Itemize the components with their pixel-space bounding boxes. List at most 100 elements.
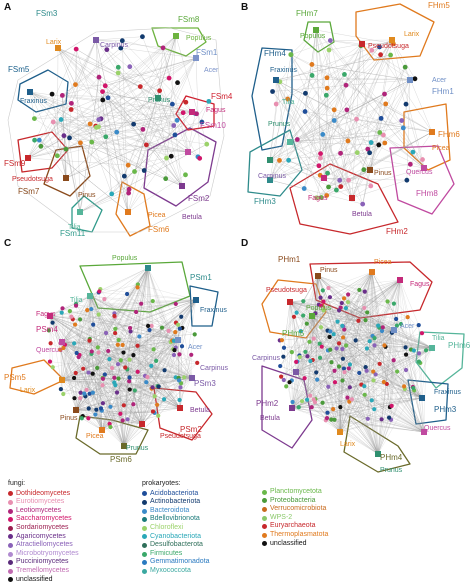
legend-item: Saccharomycetes — [8, 515, 79, 524]
legend-item: Planctomycetota — [262, 488, 328, 497]
taxon-node — [173, 133, 178, 138]
taxon-node — [60, 93, 65, 98]
taxon-node — [406, 315, 410, 319]
taxon-node — [62, 133, 67, 138]
legend-swatch — [142, 491, 147, 496]
panel-letter: B — [241, 2, 248, 13]
taxon-node — [112, 314, 116, 318]
taxon-node — [118, 412, 122, 416]
legend-swatch — [262, 524, 267, 529]
module-label: FSm6 — [148, 225, 170, 234]
taxon-node — [337, 364, 341, 368]
legend-swatch — [142, 500, 147, 505]
taxon-node — [81, 367, 85, 371]
taxon-node — [89, 140, 94, 145]
taxon-node — [133, 388, 137, 392]
legend-swatch — [262, 541, 267, 546]
taxon-node — [177, 398, 181, 402]
hub-label: Tilia — [432, 335, 445, 342]
hub-tilia — [77, 209, 83, 215]
taxon-node — [88, 122, 93, 127]
taxon-node — [135, 344, 139, 348]
hub-carpinus — [93, 37, 99, 43]
hub-betula — [179, 183, 185, 189]
edge — [166, 158, 182, 186]
legend-label: Thermoplasmatota — [270, 531, 328, 540]
taxon-node — [317, 163, 322, 168]
taxon-node — [365, 346, 369, 350]
hub-larix — [389, 37, 395, 43]
legend-swatch — [8, 552, 13, 557]
taxon-node — [104, 331, 108, 335]
taxon-node — [368, 184, 373, 189]
taxon-node — [72, 376, 76, 380]
taxon-node — [355, 150, 360, 155]
taxon-node — [367, 150, 372, 155]
taxon-node — [77, 355, 81, 359]
taxon-node — [307, 340, 311, 344]
taxon-node — [160, 326, 164, 330]
taxon-node — [357, 371, 361, 375]
hub-label: Tilia — [282, 99, 295, 106]
taxon-node — [284, 384, 288, 388]
taxon-node — [84, 388, 88, 392]
taxon-node — [310, 405, 314, 409]
legend-label: Actinobacteriota — [150, 498, 200, 507]
taxon-node — [408, 162, 413, 167]
taxon-node — [294, 360, 298, 364]
taxon-node — [82, 391, 86, 395]
taxon-node — [49, 341, 53, 345]
legend-item: Tremellomycetes — [8, 567, 79, 576]
taxon-node — [354, 117, 359, 122]
taxon-node — [369, 140, 374, 145]
legend-swatch — [8, 577, 13, 582]
legend-item: Bdellovibrionota — [142, 515, 210, 524]
legend-swatch — [8, 534, 13, 539]
taxon-node — [399, 118, 404, 123]
legend-label: Bacteroidota — [150, 507, 189, 516]
taxon-node — [274, 102, 279, 107]
taxon-node — [170, 102, 175, 107]
hub-label: Fagus — [308, 195, 328, 202]
taxon-node — [376, 143, 381, 148]
module-label: FSm5 — [8, 65, 30, 74]
taxon-node — [108, 425, 112, 429]
hub-pseudotsuga — [139, 421, 145, 427]
taxon-node — [374, 372, 378, 376]
taxon-node — [95, 366, 99, 370]
taxon-node — [78, 396, 82, 400]
module-label: FSm9 — [4, 159, 26, 168]
taxon-node — [145, 375, 149, 379]
taxon-node — [162, 368, 166, 372]
taxon-node — [154, 359, 158, 363]
taxon-node — [97, 289, 101, 293]
legend-label: Chloroflexi — [150, 524, 183, 533]
taxon-node — [328, 348, 332, 352]
legend-item: Pucciniomycetes — [8, 558, 79, 567]
taxon-node — [132, 169, 137, 174]
hub-label: Fagus — [410, 281, 430, 288]
module-label: PHm3 — [434, 405, 457, 414]
taxon-node — [332, 369, 336, 373]
taxon-node — [178, 327, 182, 331]
module-label: FSm10 — [200, 121, 226, 130]
edge — [169, 36, 176, 78]
taxon-node — [395, 369, 399, 373]
taxon-node — [385, 299, 389, 303]
taxon-node — [332, 107, 337, 112]
taxon-node — [361, 167, 366, 172]
hub-fraxinus — [273, 77, 279, 83]
hub-label: Populus — [300, 33, 326, 40]
taxon-node — [326, 385, 330, 389]
taxon-node — [324, 93, 329, 98]
taxon-node — [121, 350, 125, 354]
taxon-node — [417, 323, 421, 327]
hub-label: Pseudotsuga — [12, 176, 53, 183]
legend-swatch — [262, 507, 267, 512]
taxon-node — [178, 385, 182, 389]
legend-swatch — [262, 533, 267, 538]
taxon-node — [404, 368, 408, 372]
taxon-node — [175, 80, 180, 85]
taxon-node — [329, 360, 333, 364]
taxon-node — [161, 45, 166, 50]
